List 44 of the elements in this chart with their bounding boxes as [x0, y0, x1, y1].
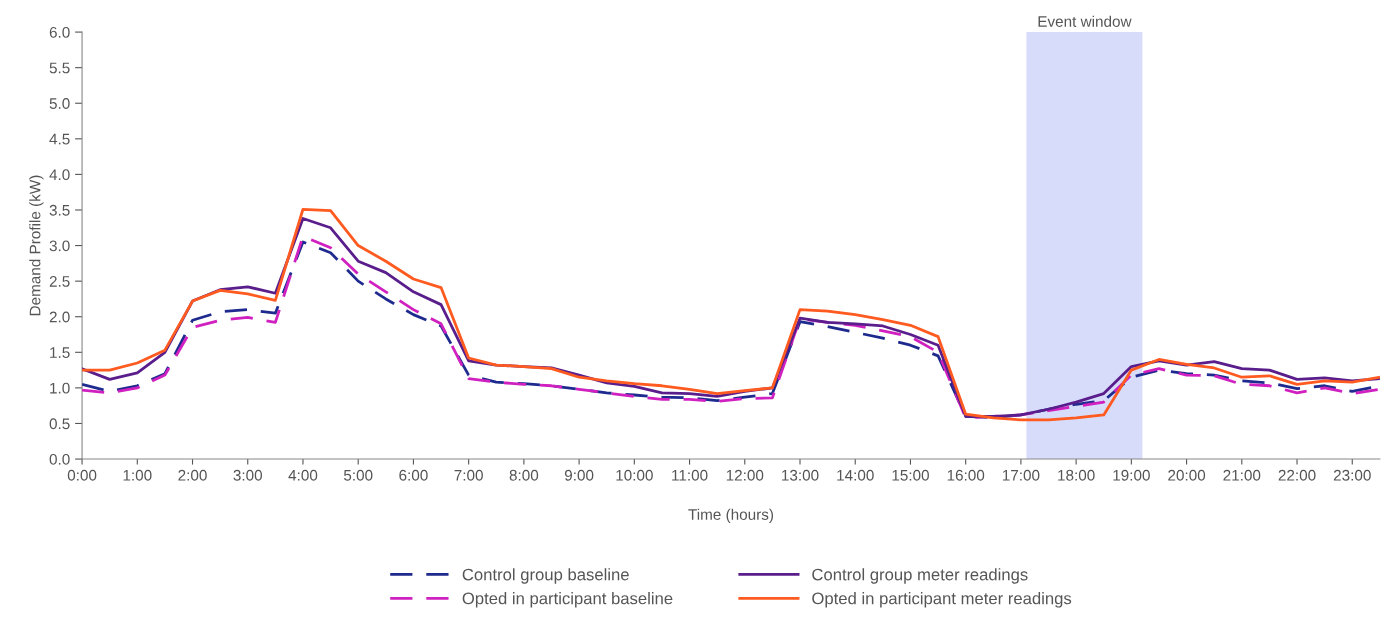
legend-label: Opted in participant meter readings: [812, 592, 1072, 608]
y-axis-title: Demand Profile (kW): [29, 175, 44, 316]
x-tick-label: 17:00: [1002, 469, 1040, 481]
x-tick-label: 16:00: [947, 469, 985, 481]
y-tick-label: 2.0: [49, 311, 70, 323]
x-tick-label: 2:00: [178, 469, 207, 481]
x-tick-label: 6:00: [399, 469, 428, 481]
legend-label: Control group baseline: [462, 568, 629, 584]
x-tick-label: 4:00: [288, 469, 318, 481]
x-tick-label: 7:00: [454, 469, 483, 481]
x-tick-label: 3:00: [233, 469, 263, 481]
x-tick-label: 10:00: [616, 469, 653, 481]
y-tick-label: 0.0: [49, 453, 70, 465]
x-tick-label: 1:00: [123, 469, 152, 481]
legend-label: Opted in participant baseline: [462, 592, 673, 608]
y-tick-label: 4.0: [49, 169, 70, 181]
legend-label: Control group meter readings: [812, 568, 1028, 584]
band-label: Event window: [1038, 15, 1132, 27]
y-tick-label: 0.5: [49, 418, 70, 430]
y-tick-label: 1.0: [50, 382, 70, 394]
x-tick-label: 19:00: [1113, 469, 1150, 481]
x-tick-label: 21:00: [1223, 469, 1261, 481]
y-tick-label: 2.5: [49, 276, 70, 287]
x-axis-title: Time (hours): [688, 508, 774, 523]
y-tick-label: 4.5: [49, 133, 70, 145]
x-tick-label: 12:00: [726, 469, 764, 481]
x-tick-label: 11:00: [672, 469, 708, 481]
x-tick-label: 18:00: [1058, 469, 1095, 481]
x-tick-label: 20:00: [1168, 469, 1206, 481]
x-tick-label: 13:00: [782, 469, 819, 481]
x-tick-label: 14:00: [837, 469, 874, 481]
y-tick-label: 5.5: [49, 62, 70, 74]
y-tick-label: 6.0: [49, 26, 70, 38]
y-tick-label: 1.5: [50, 347, 70, 358]
x-tick-label: 5:00: [343, 469, 373, 481]
x-tick-label: 23:00: [1333, 469, 1371, 481]
y-tick-label: 5.0: [49, 98, 70, 109]
x-tick-label: 8:00: [509, 469, 539, 481]
y-tick-label: 3.0: [49, 240, 70, 252]
x-tick-label: 9:00: [564, 469, 594, 481]
x-tick-label: 0:00: [67, 469, 97, 481]
x-tick-label: 22:00: [1278, 469, 1316, 481]
x-tick-label: 15:00: [892, 469, 929, 481]
y-tick-label: 3.5: [49, 204, 70, 216]
